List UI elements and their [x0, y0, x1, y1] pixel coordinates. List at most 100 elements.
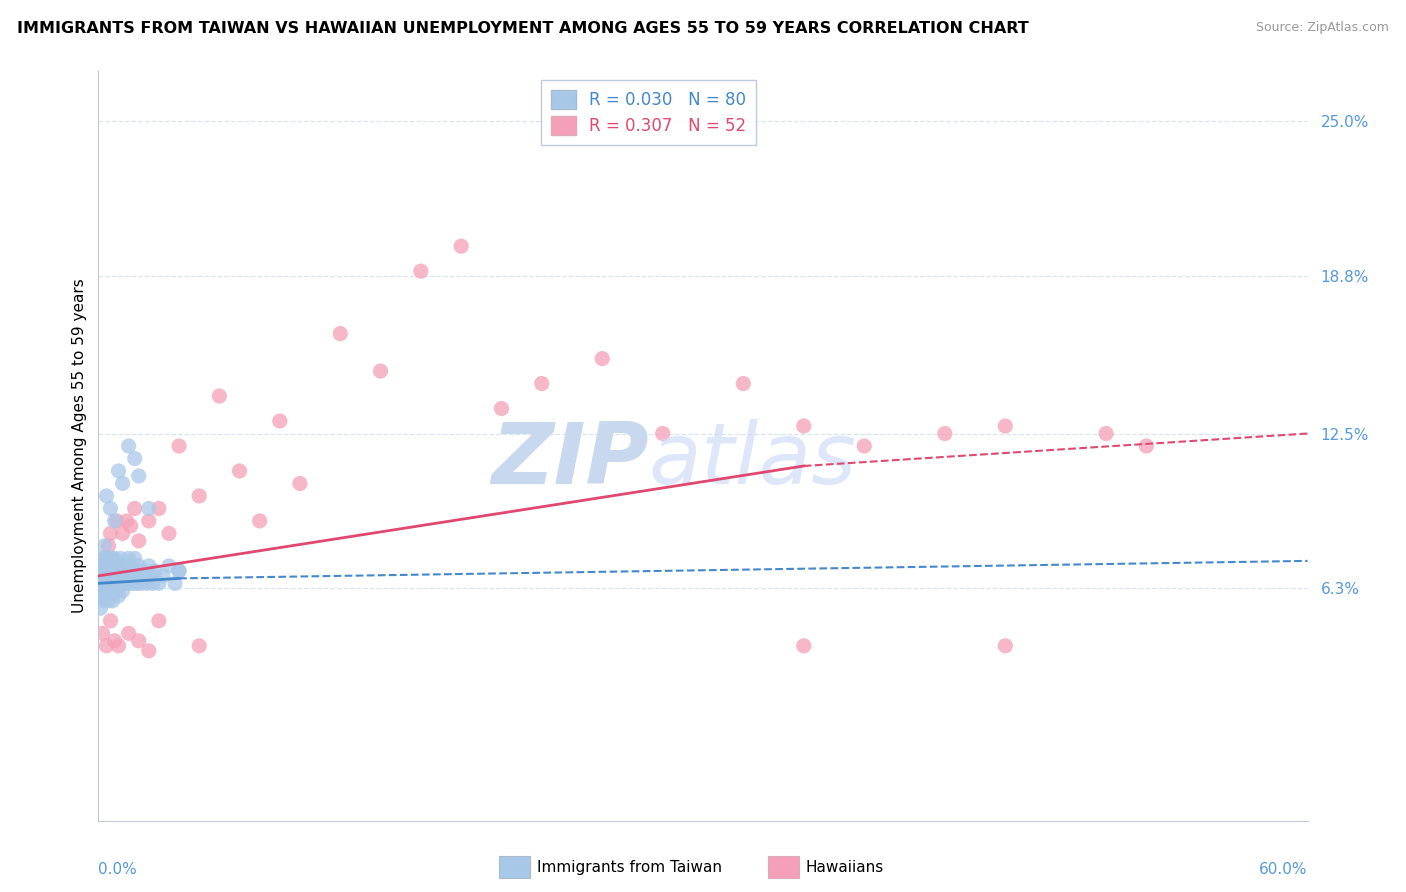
Point [101, 564, 124, 578]
Point [148, 614, 170, 628]
Point [994, 419, 1017, 434]
Point [96, 569, 118, 583]
Point [97, 539, 120, 553]
Point [89, 576, 111, 591]
Point [132, 564, 155, 578]
Point [107, 564, 129, 578]
Point [107, 589, 129, 603]
Point [138, 558, 160, 573]
Point [651, 426, 673, 441]
Point [100, 501, 122, 516]
Point [134, 569, 156, 583]
Point [125, 576, 148, 591]
Point [934, 426, 956, 441]
Point [124, 551, 146, 566]
Point [97, 551, 120, 566]
Point [118, 551, 141, 566]
Point [148, 576, 170, 591]
Point [110, 576, 132, 591]
Point [93, 539, 115, 553]
Point [120, 569, 142, 583]
Point [167, 439, 190, 453]
Point [89, 564, 111, 578]
Point [118, 626, 141, 640]
Point [101, 576, 124, 591]
Point [115, 514, 138, 528]
Point [139, 569, 162, 583]
Point [89, 564, 111, 578]
Point [793, 639, 815, 653]
Point [138, 501, 160, 516]
Text: Source: ZipAtlas.com: Source: ZipAtlas.com [1256, 21, 1389, 34]
Point [143, 564, 166, 578]
Point [111, 476, 134, 491]
Point [96, 639, 118, 653]
Point [97, 576, 120, 591]
Point [152, 569, 174, 583]
Point [91, 551, 114, 566]
Point [128, 633, 150, 648]
Point [450, 239, 472, 253]
Point [93, 551, 115, 566]
Text: 0.0%: 0.0% [98, 862, 138, 877]
Point [994, 639, 1017, 653]
Point [167, 564, 190, 578]
Point [100, 558, 122, 573]
Point [96, 551, 118, 566]
Point [100, 583, 122, 598]
Point [530, 376, 553, 391]
Point [110, 551, 132, 566]
Point [105, 514, 128, 528]
Point [188, 489, 211, 503]
Point [91, 569, 114, 583]
Point [142, 576, 165, 591]
Text: Hawaiians: Hawaiians [806, 861, 884, 875]
Point [107, 639, 129, 653]
Point [793, 419, 815, 434]
Point [114, 558, 136, 573]
Point [111, 564, 134, 578]
Point [114, 576, 136, 591]
Text: IMMIGRANTS FROM TAIWAN VS HAWAIIAN UNEMPLOYMENT AMONG AGES 55 TO 59 YEARS CORREL: IMMIGRANTS FROM TAIWAN VS HAWAIIAN UNEMP… [17, 21, 1029, 36]
Point [107, 558, 129, 573]
Point [138, 514, 160, 528]
Point [118, 576, 141, 591]
Point [111, 526, 134, 541]
Point [93, 583, 115, 598]
Point [128, 569, 150, 583]
Point [370, 364, 392, 378]
Text: 60.0%: 60.0% [1260, 862, 1308, 877]
Point [100, 569, 122, 583]
Point [96, 489, 118, 503]
Point [491, 401, 513, 416]
Point [853, 439, 876, 453]
Point [96, 589, 118, 603]
Point [121, 564, 143, 578]
Point [269, 414, 291, 428]
Point [124, 569, 146, 583]
Point [121, 576, 143, 591]
Point [329, 326, 352, 341]
Point [208, 389, 231, 403]
Point [111, 569, 134, 583]
Point [103, 633, 125, 648]
Point [96, 558, 118, 573]
Point [100, 614, 122, 628]
Point [135, 576, 157, 591]
Point [111, 583, 134, 598]
Point [103, 576, 125, 591]
Point [138, 644, 160, 658]
Text: Immigrants from Taiwan: Immigrants from Taiwan [537, 861, 723, 875]
Point [105, 558, 128, 573]
Point [228, 464, 250, 478]
Point [107, 576, 129, 591]
Point [101, 576, 124, 591]
Point [591, 351, 613, 366]
Point [91, 626, 114, 640]
Point [733, 376, 755, 391]
Point [107, 464, 129, 478]
Point [93, 564, 115, 578]
Point [93, 594, 115, 608]
Point [118, 439, 141, 453]
Point [100, 526, 122, 541]
